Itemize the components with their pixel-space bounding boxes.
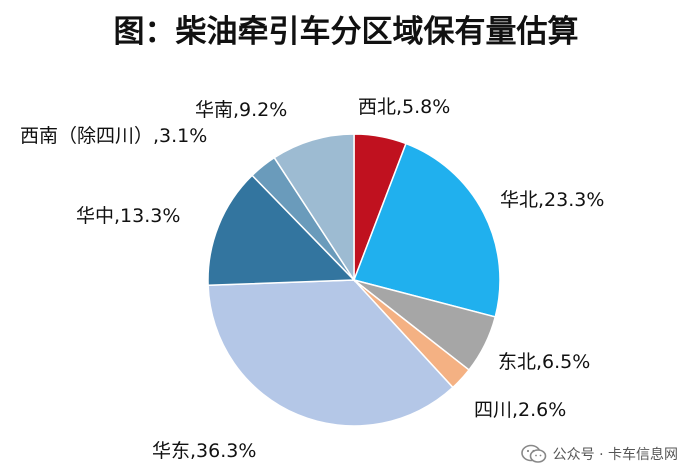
wechat-icon: [520, 444, 546, 463]
slice-label-6: 西南（除四川）,3.1%: [20, 125, 207, 147]
slice-label-1: 华北,23.3%: [500, 189, 604, 211]
pie-slice-5: [207, 174, 356, 287]
slice-label-0: 西北,5.8%: [358, 96, 450, 118]
pie-slice-7: [273, 133, 355, 283]
slice-label-5: 华中,13.3%: [76, 205, 180, 227]
chart-title: 图：柴油牵引车分区域保有量估算: [113, 14, 579, 50]
slice-label-7: 华南,9.2%: [195, 99, 287, 121]
watermark-text: 公众号 · 卡车信息网: [552, 447, 678, 463]
slice-label-3: 四川,2.6%: [474, 399, 566, 421]
pie-slice-1: [353, 142, 501, 318]
slice-label-2: 东北,6.5%: [498, 351, 590, 373]
watermark: 公众号 · 卡车信息网: [520, 444, 678, 464]
pie-slice-4: [207, 279, 454, 427]
slice-label-4: 华东,36.3%: [152, 440, 256, 462]
